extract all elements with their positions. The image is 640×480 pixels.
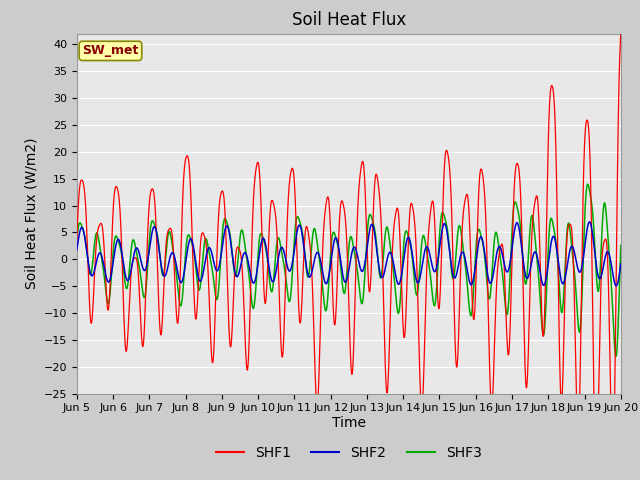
Y-axis label: Soil Heat Flux (W/m2): Soil Heat Flux (W/m2) bbox=[24, 138, 38, 289]
SHF2 bbox=[325, 274, 333, 279]
SHF1 bbox=[115, 194, 123, 200]
Legend: SHF1, SHF2, SHF3: SHF1, SHF2, SHF3 bbox=[210, 441, 488, 466]
Line: SHF2: SHF2 bbox=[77, 222, 621, 286]
SHF1 bbox=[325, 197, 333, 203]
SHF3 bbox=[137, 276, 145, 282]
SHF1 bbox=[137, 325, 145, 331]
SHF2 bbox=[137, 258, 145, 264]
SHF3 bbox=[115, 240, 123, 246]
SHF3 bbox=[612, 353, 620, 359]
SHF2 bbox=[586, 219, 593, 225]
Title: Soil Heat Flux: Soil Heat Flux bbox=[292, 11, 406, 29]
SHF2 bbox=[617, 261, 625, 266]
SHF1 bbox=[315, 376, 323, 382]
SHF2 bbox=[383, 260, 390, 266]
Line: SHF3: SHF3 bbox=[77, 184, 621, 356]
SHF3 bbox=[304, 274, 312, 279]
X-axis label: Time: Time bbox=[332, 416, 366, 430]
SHF2 bbox=[612, 283, 620, 289]
SHF2 bbox=[73, 247, 81, 253]
SHF1 bbox=[592, 473, 600, 479]
SHF3 bbox=[617, 242, 625, 248]
SHF3 bbox=[73, 239, 81, 244]
SHF1 bbox=[617, 31, 625, 36]
SHF2 bbox=[315, 252, 323, 257]
SHF1 bbox=[383, 386, 390, 392]
SHF1 bbox=[304, 227, 312, 232]
SHF3 bbox=[315, 252, 323, 258]
SHF2 bbox=[304, 270, 312, 276]
SHF2 bbox=[115, 237, 123, 243]
Text: SW_met: SW_met bbox=[82, 44, 139, 58]
SHF3 bbox=[383, 225, 390, 230]
SHF3 bbox=[584, 181, 591, 187]
SHF1 bbox=[73, 237, 81, 242]
SHF3 bbox=[325, 282, 333, 288]
Line: SHF1: SHF1 bbox=[77, 34, 621, 476]
